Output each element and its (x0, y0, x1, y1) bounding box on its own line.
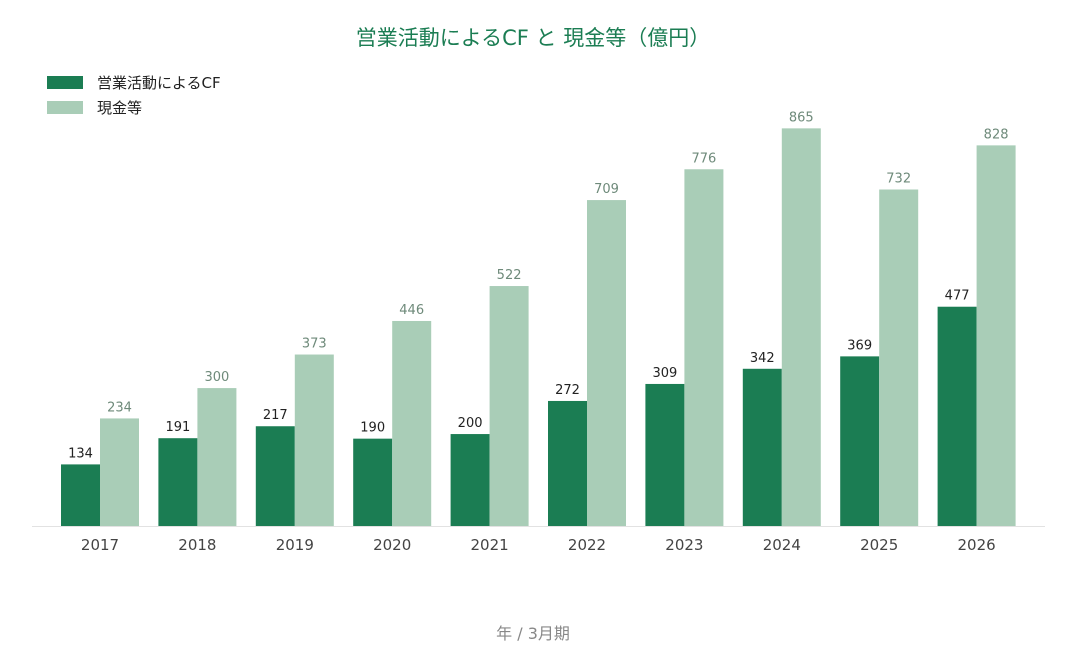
legend-label-cash: 現金等 (97, 99, 143, 117)
data-label-operating-cf-2020: 190 (360, 421, 385, 436)
bar-cash-2026 (976, 145, 1016, 526)
bar-cash-2021 (489, 286, 529, 526)
bar-cash-2023 (684, 169, 724, 526)
bar-cash-2024 (781, 128, 821, 526)
data-label-cash-2024: 865 (789, 110, 814, 125)
data-label-operating-cf-2021: 200 (458, 416, 483, 431)
data-label-operating-cf-2026: 477 (945, 289, 970, 304)
x-tick-label-2018: 2018 (178, 536, 216, 554)
data-label-operating-cf-2023: 309 (652, 366, 677, 381)
bar-operating-cf-2023 (645, 383, 685, 526)
legend-swatch-operating-cf (47, 76, 83, 89)
legend-item-operating-cf: 営業活動によるCF (47, 70, 221, 95)
data-label-cash-2018: 300 (204, 370, 229, 385)
x-tick-label-2026: 2026 (958, 536, 996, 554)
legend-item-cash: 現金等 (47, 95, 221, 120)
bar-cash-2017 (100, 418, 139, 526)
data-label-operating-cf-2025: 369 (847, 338, 872, 353)
legend-label-operating-cf: 営業活動によるCF (97, 74, 221, 92)
data-label-cash-2021: 522 (497, 268, 522, 283)
x-tick-label-2025: 2025 (860, 536, 898, 554)
data-label-operating-cf-2019: 217 (263, 408, 288, 423)
bar-operating-cf-2021 (450, 434, 490, 526)
bar-cash-2025 (879, 189, 919, 526)
bar-operating-cf-2017 (61, 464, 100, 526)
data-label-cash-2022: 709 (594, 182, 619, 197)
data-label-operating-cf-2024: 342 (750, 351, 775, 366)
x-tick-label-2022: 2022 (568, 536, 606, 554)
x-tick-label-2023: 2023 (665, 536, 703, 554)
x-tick-label-2024: 2024 (763, 536, 801, 554)
bar-operating-cf-2024 (742, 368, 782, 526)
data-label-cash-2020: 446 (399, 303, 424, 318)
bar-operating-cf-2026 (937, 306, 977, 526)
bar-operating-cf-2018 (158, 438, 198, 526)
data-label-cash-2019: 373 (302, 337, 327, 352)
data-label-cash-2026: 828 (984, 127, 1009, 142)
x-tick-label-2019: 2019 (276, 536, 314, 554)
x-tick-label-2021: 2021 (471, 536, 509, 554)
x-tick-label-2020: 2020 (373, 536, 411, 554)
data-label-operating-cf-2017: 134 (68, 446, 93, 461)
bar-operating-cf-2025 (840, 356, 880, 526)
data-label-cash-2017: 234 (107, 400, 132, 415)
data-label-operating-cf-2022: 272 (555, 383, 580, 398)
chart-title: 営業活動によるCF と 現金等（億円） (355, 26, 711, 50)
bar-operating-cf-2019 (255, 426, 295, 526)
bar-cash-2020 (392, 320, 432, 526)
x-axis-label: 年 / 3月期 (496, 624, 570, 643)
legend-swatch-cash (47, 101, 83, 114)
data-label-cash-2025: 732 (886, 171, 911, 186)
legend: 営業活動によるCF 現金等 (47, 70, 221, 120)
x-tick-label-2017: 2017 (81, 536, 119, 554)
bar-operating-cf-2022 (548, 400, 587, 526)
bar-operating-cf-2020 (353, 438, 393, 526)
data-label-operating-cf-2018: 191 (165, 420, 190, 435)
bar-cash-2019 (294, 354, 334, 526)
bar-cash-2022 (587, 200, 626, 526)
data-label-cash-2023: 776 (691, 151, 716, 166)
bar-cash-2018 (197, 388, 237, 526)
